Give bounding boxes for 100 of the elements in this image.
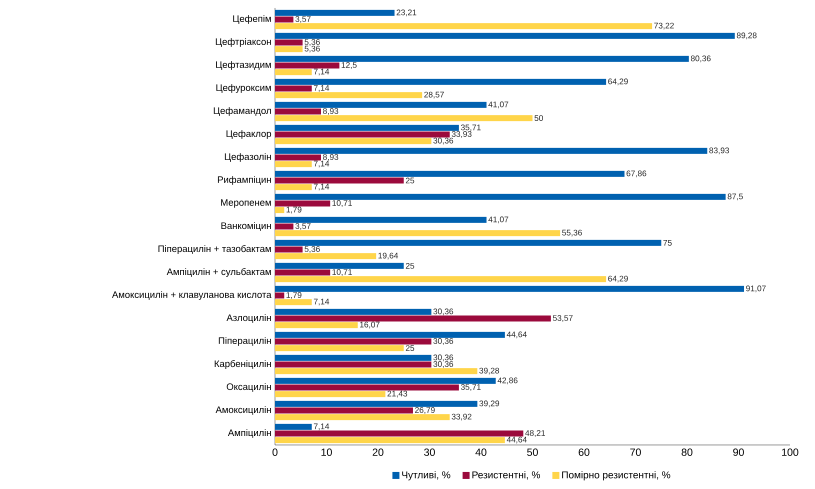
data-label: 73,22 [654, 22, 674, 30]
data-label: 10,71 [332, 269, 352, 276]
x-tick-label: 50 [527, 448, 538, 456]
bar [275, 407, 413, 414]
data-label: 53,57 [552, 315, 573, 322]
bar [275, 148, 708, 154]
legend-label: Помірно резистентні, % [562, 471, 670, 480]
data-label: 89,28 [736, 32, 757, 40]
data-label: 64,29 [608, 276, 628, 282]
legend-label: Чутливі, % [402, 471, 450, 480]
bar [275, 216, 487, 223]
bar [275, 138, 432, 144]
data-label: 39,28 [479, 368, 500, 374]
x-tick-label: 30 [424, 448, 435, 456]
bar [275, 56, 689, 62]
x-tick-label: 60 [578, 448, 590, 456]
data-label: 44,64 [506, 436, 527, 444]
data-label: 48,21 [525, 430, 546, 437]
bar [275, 299, 312, 306]
y-tick-label: Цефтазидим [216, 61, 271, 70]
bar [275, 69, 312, 76]
y-tick-label: Ампіцилін + сульбактам [166, 268, 271, 277]
bar [275, 154, 321, 160]
bar [275, 62, 340, 68]
bar [275, 384, 459, 390]
data-label: 35,71 [460, 124, 481, 132]
y-tick-label: Цефаклор [226, 130, 272, 139]
bar [275, 39, 303, 46]
bar [275, 286, 744, 292]
bar [275, 223, 294, 230]
data-label: 91,07 [746, 286, 766, 292]
data-label: 7,14 [314, 424, 330, 430]
bar [275, 276, 606, 282]
bar [275, 124, 459, 131]
data-label: 5,36 [304, 246, 320, 253]
bar [275, 437, 505, 444]
bar [275, 184, 312, 190]
legend-label: Резистентні, % [472, 471, 540, 480]
y-tick-label: Ампіцилін [228, 429, 271, 438]
bar [275, 354, 432, 361]
data-label: 44,64 [506, 332, 527, 338]
y-tick-label: Азлоцилін [226, 314, 271, 323]
bar [275, 32, 735, 39]
data-label: 7,14 [314, 85, 330, 92]
bar [275, 253, 376, 260]
bar [275, 246, 303, 252]
bar [275, 200, 330, 206]
bar [275, 414, 450, 420]
bar [275, 378, 496, 384]
data-label: 28,57 [424, 92, 444, 98]
y-tick-label: Цефамандол [214, 107, 271, 116]
y-tick-label: Карбеніцилін [214, 360, 271, 369]
bar [275, 46, 303, 52]
bar [275, 361, 432, 368]
data-label: 50 [534, 115, 543, 121]
y-tick-label: Цефуроксим [216, 84, 271, 93]
bar [275, 424, 312, 430]
bar [275, 345, 404, 352]
data-label: 25 [406, 262, 414, 269]
bar [275, 108, 321, 114]
y-tick-label: Меропенем [221, 199, 271, 208]
y-tick-label: Амоксицилін + клавуланова кислота [112, 291, 272, 300]
bar [275, 240, 662, 246]
data-label: 87,5 [728, 194, 743, 200]
bar [275, 430, 524, 436]
x-tick-label: 20 [372, 448, 384, 456]
data-label: 30,36 [433, 354, 454, 362]
bar [275, 368, 478, 374]
bar [275, 194, 726, 200]
data-label: 67,86 [626, 170, 646, 178]
bar [275, 269, 330, 276]
y-tick-label: Рифампіцин [218, 176, 271, 185]
x-tick-label: 40 [475, 448, 486, 456]
bar [275, 131, 450, 138]
bar [275, 292, 284, 298]
x-tick-label: 0 [272, 448, 278, 456]
x-tick-label: 80 [682, 448, 692, 456]
bar [275, 85, 312, 92]
bar [275, 308, 432, 315]
data-label: 7,14 [314, 160, 330, 168]
x-tick-label: 10 [321, 448, 332, 456]
data-label: 19,64 [378, 252, 398, 260]
bar [275, 391, 386, 398]
data-label: 35,71 [460, 384, 481, 391]
bar [275, 78, 606, 85]
data-label: 25 [406, 178, 414, 184]
bar [275, 332, 505, 338]
bar [275, 207, 284, 214]
y-tick-label: Оксацилін [226, 383, 271, 392]
data-label: 7,14 [314, 184, 330, 190]
data-label: 41,07 [488, 216, 508, 224]
bar [275, 177, 404, 184]
data-label: 39,29 [479, 400, 500, 408]
data-label: 5,36 [304, 46, 320, 52]
data-label: 8,93 [323, 108, 338, 115]
x-tick-label: 70 [630, 448, 641, 456]
bar [275, 23, 652, 30]
bar [275, 102, 487, 108]
bar [275, 115, 533, 122]
data-label: 7,14 [314, 68, 330, 76]
